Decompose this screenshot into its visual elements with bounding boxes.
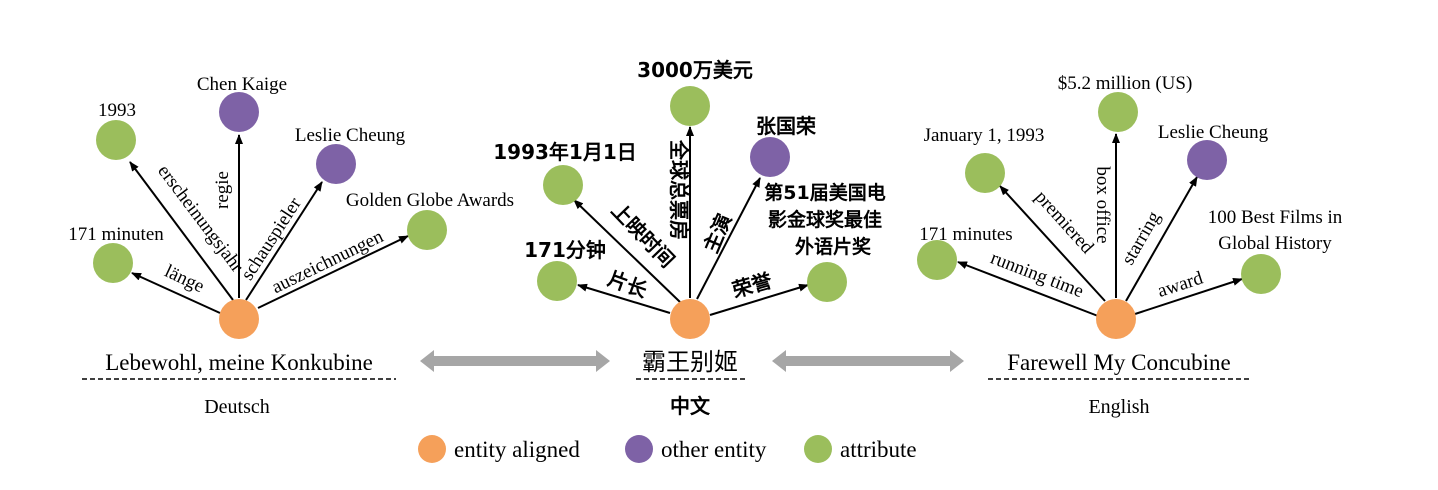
label-zh-release-date: 1993年1月1日 (493, 140, 637, 164)
edge-de-erscheinungsjahr (129, 161, 234, 301)
relation-en-premiered: premiered (1031, 187, 1098, 259)
relation-zh-piaofang: 全球总票房 (667, 139, 691, 240)
node-de-golden-globe-awards (407, 210, 447, 250)
node-en-entity (1096, 299, 1136, 339)
legend-label-other-entity: other entity (661, 437, 767, 462)
language-en: English (1088, 396, 1149, 418)
node-de-1993 (96, 120, 136, 160)
label-zh-honor-line1: 第51届美国电 (764, 181, 885, 204)
label-de-golden-globe-awards: Golden Globe Awards (346, 190, 514, 211)
legend-label-entity-aligned: entity aligned (454, 437, 580, 462)
label-de-leslie-cheung: Leslie Cheung (295, 125, 406, 146)
node-de-entity (219, 299, 259, 339)
node-en-award (1241, 254, 1281, 294)
graph-german: 1993 Chen Kaige Leslie Cheung Golden Glo… (68, 74, 514, 418)
legend: entity aligned other entity attribute (418, 435, 917, 463)
label-de-1993: 1993 (98, 100, 136, 121)
label-zh-honor-line3: 外语片奖 (795, 235, 872, 258)
node-en-premiered (965, 153, 1005, 193)
node-en-running-time (917, 240, 957, 280)
node-zh-release-date (543, 165, 583, 205)
relation-zh-pianchang: 片长 (604, 266, 651, 303)
label-de-171-minuten: 171 minuten (68, 224, 164, 245)
legend-swatch-attribute (804, 435, 832, 463)
node-de-171-minuten (93, 243, 133, 283)
node-de-chen-kaige (219, 92, 259, 132)
edge-zh-shangying (573, 199, 681, 303)
relation-de-laenge: länge (161, 261, 207, 297)
label-en-box-office: $5.2 million (US) (1058, 73, 1193, 94)
entity-en: Farewell My Concubine (1007, 350, 1231, 375)
edge-en-running-time (957, 261, 1099, 317)
edge-de-schauspieler (245, 181, 323, 301)
edge-en-award (1134, 277, 1243, 315)
node-en-box-office (1098, 92, 1138, 132)
graph-chinese: 3000万美元 1993年1月1日 张国荣 第51届美国电 影金球奖最佳 外语片… (493, 58, 885, 418)
node-zh-runtime (537, 261, 577, 301)
relation-en-running-time: running time (988, 248, 1087, 303)
edge-zh-pianchang (577, 283, 671, 314)
alignment-arrows (420, 350, 964, 372)
entity-de: Lebewohl, meine Konkubine (105, 350, 373, 375)
graph-english: $5.2 million (US) January 1, 1993 Leslie… (917, 73, 1343, 418)
label-en-award-line1: 100 Best Films in (1208, 207, 1343, 228)
label-zh-zhang-guorong: 张国荣 (756, 114, 817, 138)
edge-de-laenge (131, 272, 221, 314)
relation-de-erscheinungsjahr: erscheinungsjahr (153, 161, 248, 277)
legend-label-attribute: attribute (840, 437, 917, 462)
edge-zh-zhuyan (696, 177, 761, 300)
node-zh-box-office (670, 86, 710, 126)
relation-en-starring: starring (1118, 207, 1165, 268)
edge-zh-rongyu (709, 283, 809, 316)
entity-zh: 霸王别姬 (642, 348, 738, 376)
label-en-leslie-cheung: Leslie Cheung (1158, 122, 1269, 143)
label-zh-runtime: 171分钟 (524, 238, 606, 262)
node-zh-honor (807, 262, 847, 302)
relation-en-box-office: box office (1092, 166, 1113, 243)
label-en-premiered: January 1, 1993 (924, 125, 1045, 146)
node-de-leslie-cheung (316, 144, 356, 184)
relation-en-award: award (1155, 267, 1206, 301)
node-zh-zhang-guorong (750, 137, 790, 177)
edge-en-premiered (999, 185, 1106, 302)
alignment-arrow-de-zh (420, 350, 610, 372)
edge-de-auszeichnungen (257, 235, 409, 309)
node-zh-entity (670, 299, 710, 339)
node-en-leslie-cheung (1187, 140, 1227, 180)
label-zh-box-office: 3000万美元 (637, 58, 753, 82)
label-en-running-time: 171 minutes (919, 224, 1012, 245)
legend-swatch-other-entity (625, 435, 653, 463)
alignment-arrow-zh-en (772, 350, 964, 372)
language-de: Deutsch (204, 396, 270, 418)
edge-en-starring (1125, 176, 1198, 302)
language-zh: 中文 (670, 394, 711, 418)
label-zh-honor-line2: 影金球奖最佳 (768, 208, 882, 231)
relation-de-regie: regie (212, 171, 233, 209)
legend-swatch-entity-aligned (418, 435, 446, 463)
label-de-chen-kaige: Chen Kaige (197, 74, 287, 95)
label-en-award-line2: Global History (1218, 233, 1332, 254)
